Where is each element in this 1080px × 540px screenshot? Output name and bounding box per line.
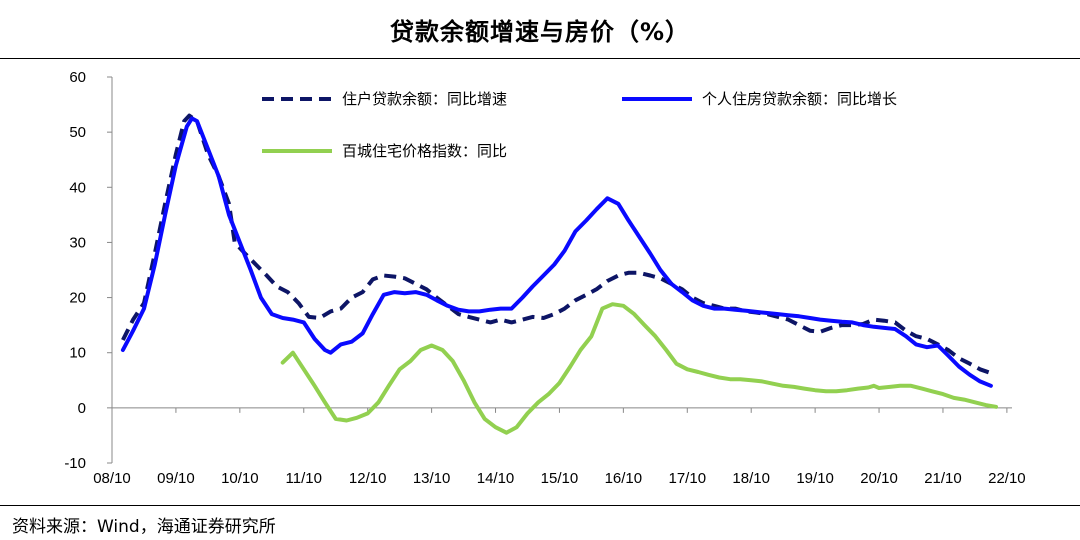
y-tick-label: 0 [78, 400, 86, 417]
series-line-2 [120, 116, 993, 388]
y-tick-label: 30 [69, 234, 86, 251]
x-tick-label: 12/10 [349, 470, 387, 487]
x-tick-label: 11/10 [286, 470, 322, 487]
y-tick-label: 20 [69, 290, 86, 307]
legend-label-3: 百城住宅价格指数：同比 [342, 142, 507, 160]
x-tick-label: 20/10 [860, 470, 898, 487]
series-line-1 [121, 113, 992, 375]
x-tick-label: 19/10 [796, 470, 834, 487]
y-tick-label: 10 [69, 345, 86, 362]
x-tick-label: 10/10 [221, 470, 259, 487]
line-chart: -10 0 10 20 30 40 50 60 08/10 09/10 10/10 11/10 12/1… [64, 69, 1025, 487]
legend-label-2: 个人住房贷款余额：同比增长 [702, 90, 897, 108]
series-lines [120, 113, 998, 435]
x-tick-label: 22/10 [988, 470, 1026, 487]
x-tick-label: 08/10 [93, 470, 131, 487]
x-tick-label: 14/10 [477, 470, 515, 487]
x-tick-label: 13/10 [413, 470, 451, 487]
y-tick-label: 40 [69, 179, 86, 196]
x-tick-label: 16/10 [605, 470, 643, 487]
legend-label-1: 住户贷款余额：同比增速 [342, 90, 507, 108]
x-tick-label: 15/10 [541, 470, 579, 487]
x-tick-label: 18/10 [732, 470, 770, 487]
y-tick-label: 60 [69, 69, 86, 86]
x-tick-label: 21/10 [924, 470, 962, 487]
chart-title: 贷款余额增速与房价（%） [389, 17, 691, 46]
x-tick-label: 09/10 [157, 470, 195, 487]
axes: -10 0 10 20 30 40 50 60 08/10 09/10 10/10 11/10 12/1… [64, 69, 1025, 487]
source-divider [0, 505, 1080, 506]
series-line-3 [280, 302, 998, 435]
source-note: 资料来源：Wind，海通证券研究所 [12, 517, 276, 537]
x-tick-label: 17/10 [669, 470, 707, 487]
title-divider [0, 58, 1080, 59]
y-tick-label: -10 [64, 455, 86, 472]
y-tick-label: 50 [69, 124, 86, 141]
